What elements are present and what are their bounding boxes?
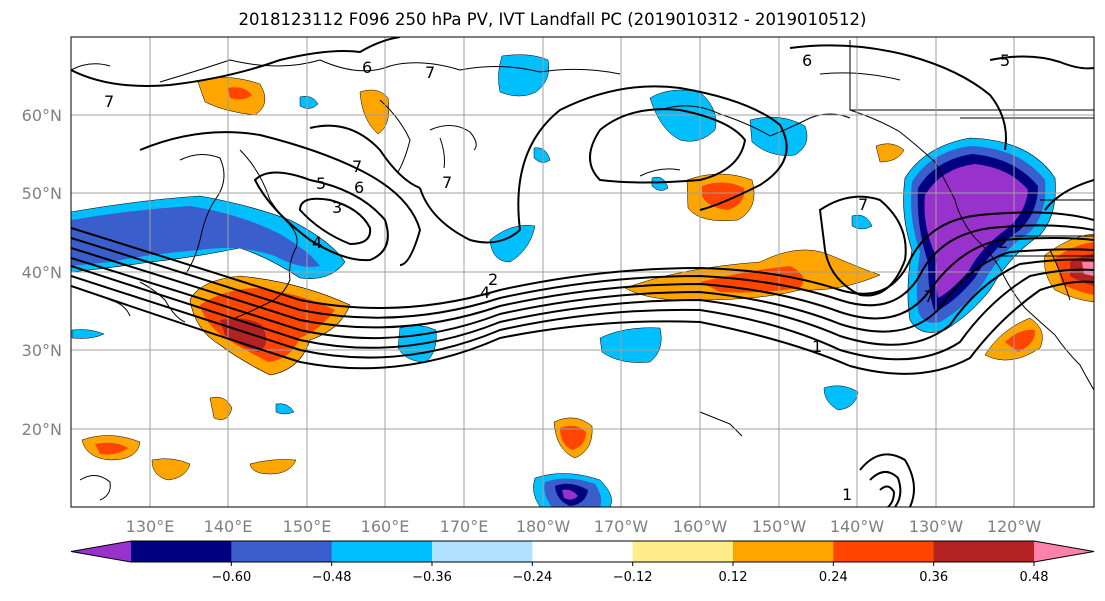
negative-anomaly-region (533, 147, 551, 163)
contour-label: 5 (1000, 51, 1010, 70)
colorbar-swatch (231, 541, 333, 562)
graticule (71, 37, 1094, 507)
colorbar-tick-label: 0.24 (819, 570, 848, 585)
positive-anomaly-core (228, 87, 252, 100)
colorbar-swatch (432, 541, 533, 562)
map-frame (70, 36, 1095, 508)
negative-anomaly-region (823, 385, 859, 411)
latitude-label: 50°N (22, 184, 62, 203)
colorbar-tick-label: 0.12 (719, 570, 748, 585)
coastlines (71, 40, 1094, 501)
longitude-label: 130°W (909, 517, 964, 536)
longitude-label: 170°E (440, 517, 489, 536)
latitude-label: 20°N (22, 420, 62, 439)
positive-anomaly-core (702, 182, 745, 210)
contour-label: 6 (354, 178, 364, 197)
pv-contours (71, 37, 1094, 507)
colorbar-swatch (733, 541, 834, 562)
positive-anomaly-peak (220, 318, 267, 352)
colorbar: −0.60 −0.48 −0.36 −0.24 −0.12 0.12 0.24 0.36 0.4… (70, 540, 1095, 585)
latitude-label: 30°N (22, 341, 62, 360)
longitude-label: 150°W (752, 517, 807, 536)
colorbar-swatch (532, 541, 634, 562)
latitude-axis: 60°N 50°N 40°N 30°N 20°N (22, 106, 62, 439)
negative-anomaly-region (498, 54, 549, 97)
contour-label: 6 (802, 51, 812, 70)
negative-anomaly-core (71, 206, 320, 267)
longitude-label: 130°E (126, 517, 175, 536)
contour-label: 6 (362, 58, 372, 77)
colorbar-tick-label: 0.48 (1020, 570, 1049, 585)
contour-label: 1 (842, 485, 852, 504)
contour-label: 7 (442, 173, 452, 192)
longitude-axis: 130°E 140°E 150°E 160°E 170°E 180°W 170°… (126, 517, 1042, 536)
map-content: 7 6 7 7 7 5 6 3 4 2 4 7 6 5 7 1 1 2 (71, 37, 1094, 507)
ivt-shading (71, 54, 1094, 507)
negative-anomaly-region (275, 403, 295, 415)
negative-anomaly-region (489, 225, 536, 263)
colorbar-tick-label: −0.24 (512, 570, 552, 585)
colorbar-swatch (833, 541, 935, 562)
contour-label: 2 (998, 233, 1008, 252)
contour-label: 2 (488, 270, 498, 289)
negative-anomaly-region (71, 329, 105, 339)
colorbar-tick-label: −0.12 (613, 570, 653, 585)
longitude-label: 120°W (987, 517, 1042, 536)
longitude-label: 140°W (830, 517, 885, 536)
contour-label: 4 (312, 233, 322, 252)
colorbar-swatch (933, 541, 1035, 562)
positive-anomaly-core (95, 442, 128, 455)
colorbar-swatch (331, 541, 433, 562)
positive-anomaly-core (200, 288, 335, 362)
positive-anomaly-core (1005, 329, 1036, 352)
map-title: 2018123112 F096 250 hPa PV, IVT Landfall… (238, 10, 867, 29)
colorbar-tick-label: −0.60 (211, 570, 251, 585)
contour-label: 7 (425, 63, 435, 82)
longitude-label: 150°E (283, 517, 332, 536)
positive-anomaly-region (249, 459, 297, 475)
contour-label: 5 (316, 174, 326, 193)
longitude-label: 170°W (594, 517, 649, 536)
longitude-label: 160°W (673, 517, 728, 536)
negative-anomaly-region (649, 89, 717, 142)
colorbar-extend-high (1034, 541, 1094, 562)
contour-label: 3 (332, 198, 342, 217)
contour-label: 7 (858, 195, 868, 214)
colorbar-swatch (131, 541, 232, 562)
contour-label: 1 (812, 337, 822, 356)
longitude-label: 160°E (361, 517, 410, 536)
negative-anomaly-peak (562, 489, 578, 500)
longitude-label: 140°E (204, 517, 253, 536)
contour-label: 7 (104, 92, 114, 111)
positive-anomaly-core (560, 425, 586, 450)
contour-label: 7 (924, 287, 934, 306)
colorbar-extend-low (71, 541, 131, 562)
colorbar-tick-label: −0.48 (312, 570, 352, 585)
colorbar-outline (70, 540, 1095, 563)
negative-anomaly-region (651, 176, 669, 191)
positive-anomaly-region (151, 458, 191, 481)
contour-label: 7 (352, 157, 362, 176)
contour-labels: 7 6 7 7 7 5 6 3 4 2 4 7 6 5 7 1 1 2 (104, 51, 1010, 504)
latitude-label: 40°N (22, 263, 62, 282)
colorbar-tick-label: 0.36 (919, 570, 948, 585)
colorbar-swatch (632, 541, 734, 562)
contour-label: 4 (480, 283, 490, 302)
positive-anomaly-region (209, 396, 233, 420)
latitude-label: 60°N (22, 106, 62, 125)
longitude-label: 180°W (516, 517, 571, 536)
colorbar-tick-label: −0.36 (412, 570, 452, 585)
positive-anomaly-region (875, 143, 905, 163)
